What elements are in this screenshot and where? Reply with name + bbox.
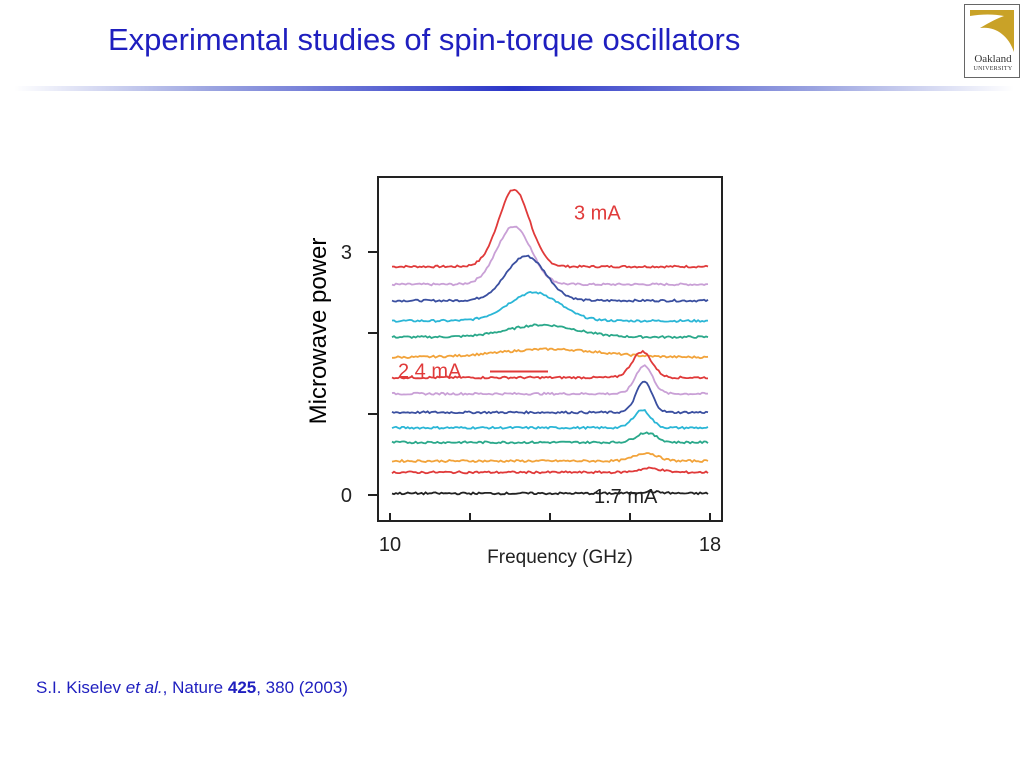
spectra-chart: 10 18 0 3 Frequency (GHz) Microwave power 3 mA… [305, 176, 723, 568]
citation-authors: S.I. Kiselev [36, 678, 122, 697]
slide-title: Experimental studies of spin-torque osci… [108, 22, 741, 57]
x-axis-label: Frequency (GHz) [487, 547, 633, 568]
y-axis-label: Microwave power [305, 238, 332, 425]
spectrum-line-1 [391, 188, 709, 269]
spectrum-line-13 [391, 466, 709, 475]
y-tick-label: 0 [341, 485, 352, 507]
citation-etal: et al. [125, 678, 163, 697]
x-tick-label: 18 [699, 534, 721, 556]
citation: S.I. Kiselev et al., Nature 425, 380 (20… [36, 678, 348, 697]
logo-emblem-icon [970, 10, 1014, 52]
spectrum-line-9 [391, 380, 709, 415]
spectrum-line-12 [391, 452, 709, 464]
spectrum-line-5 [391, 323, 709, 340]
annotation-label: 3 mA [574, 203, 621, 225]
logo-name: Oakland [974, 53, 1012, 65]
spectrum-line-6 [392, 347, 709, 360]
spectrum-line-7 [391, 349, 708, 380]
x-tick-label: 10 [379, 534, 401, 556]
university-logo [964, 4, 1020, 78]
logo-sub: UNIVERSITY [973, 66, 1013, 72]
logo-text: Oakland UNIVERSITY [966, 54, 1020, 73]
spectrum-line-8 [391, 364, 709, 397]
spectrum-line-11 [391, 431, 709, 445]
spectrum-line-10 [391, 408, 709, 431]
y-tick-label: 3 [341, 242, 352, 264]
annotation-label: 1.7 mA [594, 486, 658, 508]
title-underline [14, 86, 1014, 91]
citation-journal: Nature [167, 678, 228, 697]
spectrum-line-3 [391, 254, 709, 303]
citation-volume: 425 [227, 678, 257, 697]
spectrum-line-2 [391, 225, 709, 287]
annotation-label: 2.4 mA [398, 361, 462, 383]
citation-pages-year: , 380 (2003) [256, 678, 348, 697]
spectrum-line-14 [391, 490, 709, 496]
spectrum-line-4 [391, 290, 709, 323]
